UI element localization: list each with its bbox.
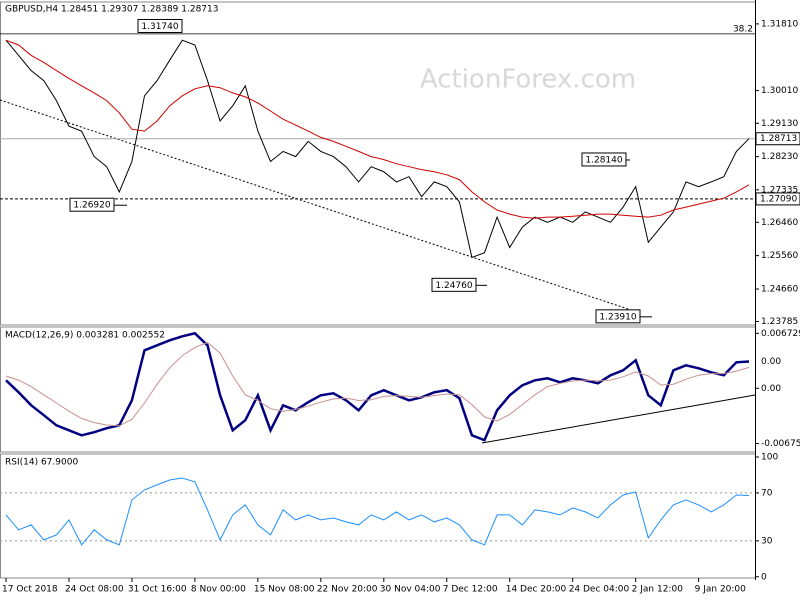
y-tick-label: 1.27335: [761, 185, 798, 195]
y-tick-label: 1.31810: [761, 19, 798, 29]
y-tick-label: 1.30010: [761, 86, 798, 96]
price-header: GBPUSD,H4 1.28451 1.29307 1.28389 1.2871…: [5, 5, 218, 15]
y-tick-label: 0.00: [761, 384, 781, 394]
annotation-label: 1.24760: [435, 281, 472, 291]
y-tick-label: 1.25560: [761, 251, 798, 261]
y-tick-label: 1.29130: [761, 119, 798, 129]
y-tick-label: 1.28230: [761, 152, 798, 162]
watermark: ActionForex.com: [420, 65, 636, 95]
x-tick-label: 31 Oct 16:00: [128, 585, 187, 595]
price-tag-label: 1.27090: [760, 194, 797, 204]
x-tick-label: 24 Oct 08:00: [65, 585, 124, 595]
y-tick-label: 0: [761, 572, 767, 582]
annotation-label: 1.28140: [585, 155, 622, 165]
macd-value-tag: 0.00: [761, 357, 781, 367]
y-tick-label: 0.006729: [761, 329, 800, 339]
series-line: [5, 477, 750, 546]
y-tick-label: 1.23785: [761, 317, 798, 327]
x-tick-label: 24 Dec 04:00: [569, 585, 630, 595]
x-tick-label: 22 Nov 20:00: [317, 585, 378, 595]
annotation-box: [431, 277, 477, 292]
level-label: 38.2: [733, 24, 753, 34]
price-tag: [755, 192, 800, 206]
series-line: [5, 331, 750, 442]
trendline: [0, 99, 641, 314]
y-tick-label: 1.24660: [761, 285, 798, 295]
y-tick-label: 1.26460: [761, 218, 798, 228]
series-line: [5, 39, 750, 259]
annotation-box: [69, 197, 115, 212]
y-tick-label: 100: [761, 452, 778, 462]
annotation-label: 1.31740: [141, 22, 178, 32]
annotation-box: [595, 309, 641, 324]
annotation-label: 1.23910: [599, 312, 636, 322]
rsi-header: RSI(14) 67.9000: [5, 458, 78, 468]
x-tick-label: 14 Dec 20:00: [506, 585, 567, 595]
annotation-box: [581, 152, 627, 167]
y-tick-label: 30: [761, 536, 773, 546]
x-tick-label: 30 Nov 04:00: [380, 585, 441, 595]
macd-header: MACD(12,26,9) 0.003281 0.002552: [5, 331, 165, 341]
x-tick-label: 7 Dec 12:00: [443, 585, 498, 595]
price-tag-label: 1.28713: [760, 134, 797, 144]
annotation-label: 1.26920: [73, 201, 110, 211]
x-tick-label: 9 Jan 20:00: [695, 585, 747, 595]
y-tick-label: 70: [761, 488, 773, 498]
series-line: [5, 341, 750, 427]
series-line: [5, 39, 750, 219]
x-tick-label: 17 Oct 2018: [2, 585, 58, 595]
x-tick-label: 15 Nov 08:00: [254, 585, 315, 595]
y-tick-label: -0.006758: [761, 439, 800, 449]
annotation-box: [137, 18, 183, 33]
macd-trendline: [481, 394, 756, 444]
price-tag: [755, 132, 800, 146]
x-tick-label: 8 Nov 00:00: [191, 585, 246, 595]
x-tick-label: 2 Jan 12:00: [632, 585, 684, 595]
